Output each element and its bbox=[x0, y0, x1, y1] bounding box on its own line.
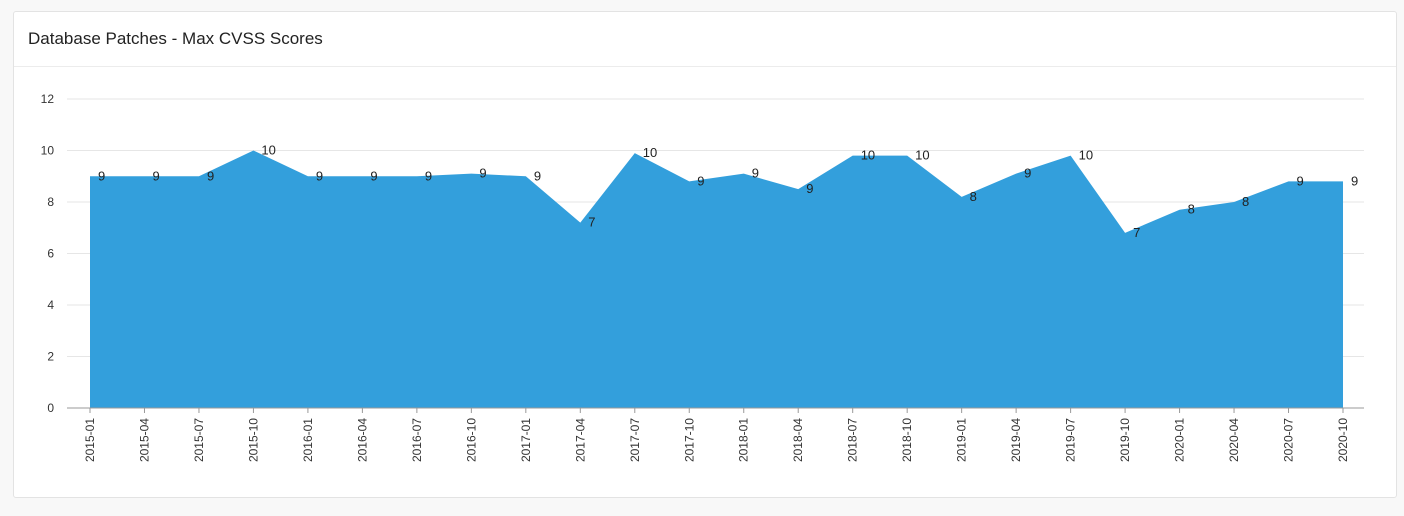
data-label: 10 bbox=[915, 148, 929, 163]
data-label: 9 bbox=[1351, 173, 1358, 188]
data-label: 9 bbox=[152, 168, 159, 183]
x-tick-label: 2019-01 bbox=[955, 418, 969, 462]
data-label: 7 bbox=[588, 215, 595, 230]
x-tick-label: 2017-04 bbox=[573, 418, 587, 462]
data-label: 9 bbox=[534, 168, 541, 183]
data-label: 7 bbox=[1133, 225, 1140, 240]
y-tick-label: 4 bbox=[47, 298, 54, 312]
area-series bbox=[90, 150, 1343, 408]
data-label: 9 bbox=[316, 168, 323, 183]
x-tick-label: 2019-04 bbox=[1009, 418, 1023, 462]
data-label: 10 bbox=[261, 143, 275, 158]
x-tick-label: 2020-01 bbox=[1173, 418, 1187, 462]
area-layer bbox=[90, 150, 1343, 408]
data-label: 9 bbox=[370, 168, 377, 183]
y-tick-label: 10 bbox=[41, 144, 55, 158]
y-axis-ticks: 0 2 4 6 8 10 12 bbox=[41, 92, 55, 415]
data-label: 9 bbox=[207, 168, 214, 183]
panel-header: Database Patches - Max CVSS Scores bbox=[14, 12, 1396, 67]
data-labels: 9 9 9 10 9 9 9 9 9 7 10 9 9 9 10 10 8 9 10 7 8 8 9 9 bbox=[98, 143, 1358, 240]
data-label: 9 bbox=[1297, 173, 1304, 188]
x-tick-label: 2017-01 bbox=[519, 418, 533, 462]
x-tick-label: 2016-01 bbox=[301, 418, 315, 462]
x-tick-label: 2020-07 bbox=[1282, 418, 1296, 462]
x-tick-label: 2019-10 bbox=[1118, 418, 1132, 462]
x-tick-label: 2017-07 bbox=[628, 418, 642, 462]
x-tick-label: 2016-04 bbox=[355, 418, 369, 462]
panel-title: Database Patches - Max CVSS Scores bbox=[28, 29, 323, 48]
data-label: 9 bbox=[1024, 166, 1031, 181]
x-tick-label: 2018-01 bbox=[737, 418, 751, 462]
y-tick-label: 6 bbox=[47, 247, 54, 261]
data-label: 9 bbox=[479, 166, 486, 181]
y-tick-label: 0 bbox=[47, 401, 54, 415]
data-label: 9 bbox=[752, 166, 759, 181]
data-label: 10 bbox=[643, 145, 657, 160]
y-tick-label: 12 bbox=[41, 92, 55, 106]
x-tick-label: 2018-10 bbox=[900, 418, 914, 462]
x-tick-label: 2015-07 bbox=[192, 418, 206, 462]
data-label: 10 bbox=[1079, 148, 1093, 163]
x-tick-label: 2016-10 bbox=[464, 418, 478, 462]
data-label: 10 bbox=[861, 148, 875, 163]
chart-area: 0 2 4 6 8 10 12 2015-01 2015-04 2015-07 2015-10 20… bbox=[14, 68, 1396, 497]
x-tick-label: 2018-04 bbox=[791, 418, 805, 462]
y-tick-label: 8 bbox=[47, 195, 54, 209]
x-tick-label: 2015-01 bbox=[83, 418, 97, 462]
x-tick-label: 2016-07 bbox=[410, 418, 424, 462]
data-label: 9 bbox=[806, 181, 813, 196]
data-label: 9 bbox=[697, 173, 704, 188]
data-label: 9 bbox=[98, 168, 105, 183]
x-tick-label: 2015-10 bbox=[246, 418, 260, 462]
y-tick-label: 2 bbox=[47, 350, 54, 364]
data-label: 8 bbox=[1242, 194, 1249, 209]
x-tick-label: 2020-04 bbox=[1227, 418, 1241, 462]
chart-panel: Database Patches - Max CVSS Scores 0 2 4 6 8… bbox=[13, 11, 1397, 498]
x-tick-label: 2018-07 bbox=[846, 418, 860, 462]
x-tick-label: 2017-10 bbox=[682, 418, 696, 462]
x-tick-label: 2020-10 bbox=[1336, 418, 1350, 462]
data-label: 8 bbox=[1188, 202, 1195, 217]
data-label: 9 bbox=[425, 168, 432, 183]
data-label: 8 bbox=[970, 189, 977, 204]
x-tick-label: 2019-07 bbox=[1064, 418, 1078, 462]
x-tick-label: 2015-04 bbox=[137, 418, 151, 462]
x-axis-ticks: 2015-01 2015-04 2015-07 2015-10 2016-01 2016-… bbox=[83, 408, 1350, 462]
